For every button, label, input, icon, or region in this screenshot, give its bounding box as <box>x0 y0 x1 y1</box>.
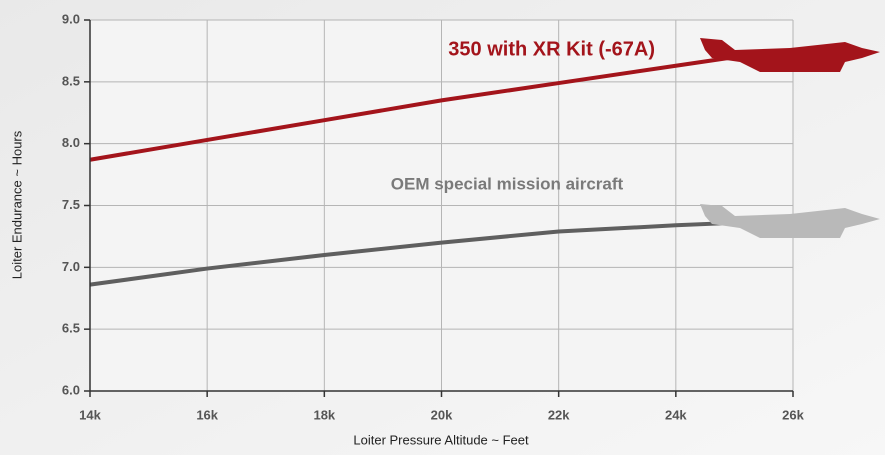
y-tick-label: 7.5 <box>62 197 80 212</box>
y-tick-label: 8.5 <box>62 73 80 88</box>
x-tick-label: 20k <box>431 407 453 422</box>
x-tick-label: 24k <box>665 407 687 422</box>
chart: Loiter Pressure Altitude ~ Feet Loiter E… <box>0 0 885 455</box>
page: {"chart_data": {"type": "line", "x_label… <box>0 0 885 455</box>
x-tick-label: 16k <box>196 407 218 422</box>
y-tick-label: 6.5 <box>62 321 80 336</box>
x-tick-label: 14k <box>79 407 101 422</box>
x-axis-label: Loiter Pressure Altitude ~ Feet <box>353 432 529 447</box>
y-tick-label: 6.0 <box>62 382 80 397</box>
series-label: OEM special mission aircraft <box>391 174 624 193</box>
x-tick-label: 18k <box>313 407 335 422</box>
y-tick-label: 7.0 <box>62 259 80 274</box>
series-label: 350 with XR Kit (-67A) <box>448 38 655 60</box>
x-tick-label: 26k <box>782 407 804 422</box>
y-axis-label: Loiter Endurance ~ Hours <box>9 130 24 279</box>
y-tick-label: 8.0 <box>62 135 80 150</box>
y-tick-label: 9.0 <box>62 11 80 26</box>
x-tick-label: 22k <box>548 407 570 422</box>
